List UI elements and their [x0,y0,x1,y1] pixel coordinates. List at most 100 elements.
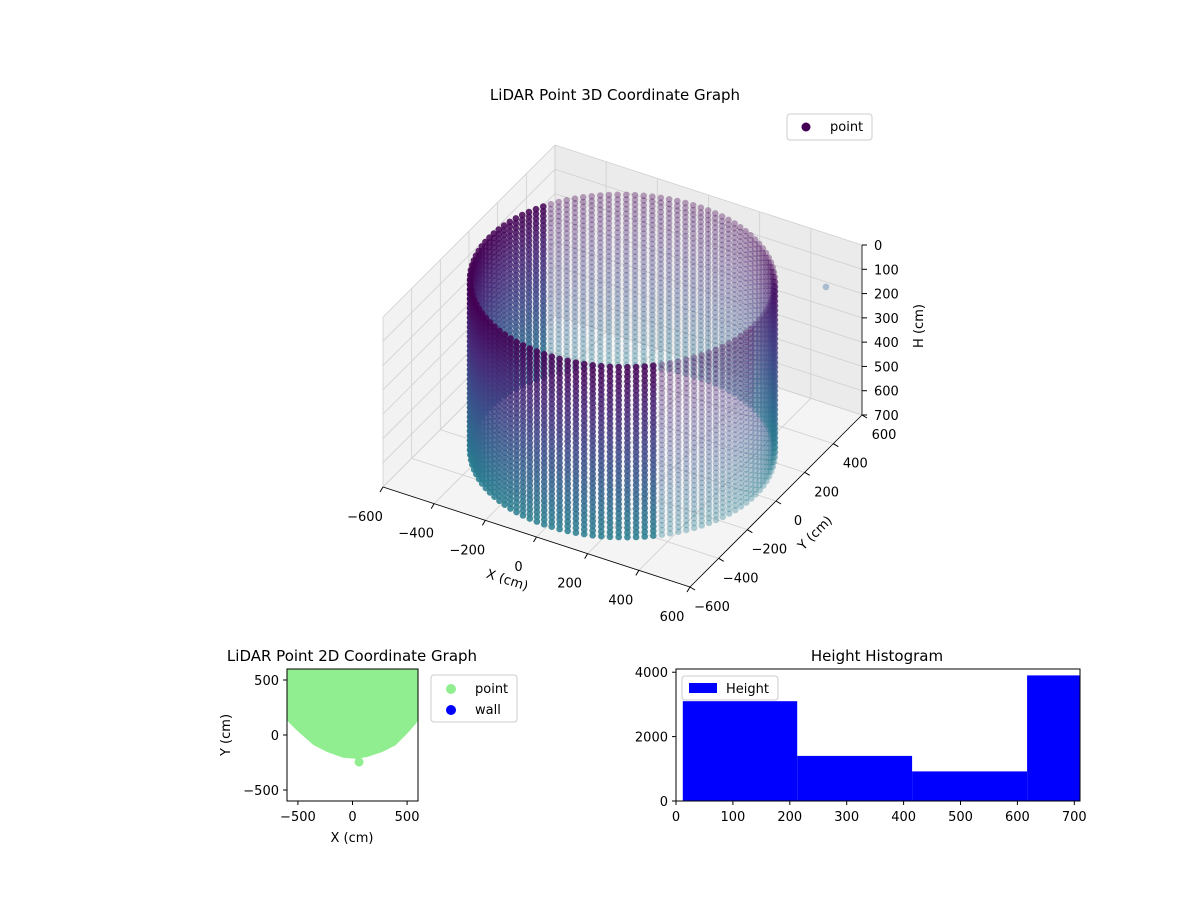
3d-point [689,357,697,365]
3d-point [555,231,562,239]
3d-point [737,342,745,350]
3d-point [665,309,673,317]
3d-point [597,315,604,322]
3d-point [579,335,587,343]
3d-point [737,437,745,444]
3d-point [762,287,770,295]
3d-point [650,447,657,455]
3d-point [580,426,588,434]
3d-point [533,461,541,469]
3d-point [496,374,503,382]
3d-point [719,428,726,436]
3d-point [588,301,595,309]
3d-point [580,497,588,505]
3d-point [564,522,571,530]
3d-point [771,387,779,395]
3d-point [540,241,547,248]
3d-point [769,278,776,285]
3d-point [765,311,772,318]
3d-point [512,224,520,232]
3d-point [697,327,705,334]
3d-point [572,364,580,371]
3d-point [675,481,682,488]
3d-point [632,448,640,456]
3d-point [771,349,779,357]
3d-point [765,263,772,271]
3d-point [623,276,630,284]
3d-point [580,370,588,377]
3d-point [769,401,776,408]
3d-point [500,255,508,262]
3d-point [771,373,778,380]
3d-point [697,355,705,363]
3d-point [564,504,571,511]
3d-point [513,466,520,473]
3d-point [736,266,744,274]
3d-point [548,362,556,370]
3d-point [737,493,745,501]
3d-point [501,364,509,372]
3d-point [564,442,571,450]
3d-point [540,426,548,434]
3d-point [649,354,656,361]
3d-point [771,288,778,295]
3d-point [771,415,779,423]
3d-point [725,339,732,347]
3d-point [615,406,622,413]
3d-point [496,384,503,391]
3d-point [658,521,666,529]
3d-point [650,532,657,539]
3d-point [697,298,705,306]
3d-point [658,479,666,487]
3d-point [556,407,563,415]
3d-point-cloud [466,191,830,541]
3d-point [712,384,720,392]
3d-point [507,429,514,437]
3d-point [666,388,674,396]
3d-point [506,218,514,226]
3d-point [742,343,750,351]
3d-point [588,273,595,280]
3d-point [572,373,580,381]
3d-point [719,508,726,516]
3d-point [525,251,533,258]
3d-point [649,240,656,248]
3d-point [771,312,779,319]
3d-point [756,326,763,333]
3d-point [556,379,563,386]
3d-point [759,259,767,266]
3d-point [649,339,656,347]
3d-point [650,475,657,483]
3d-point [519,384,527,392]
hist-legend: Height [681,675,779,701]
3d-point [765,336,773,343]
3d-point [632,524,640,531]
3d-point [689,220,697,228]
3d-point [513,461,520,469]
3d-point [711,224,719,231]
3d-point [751,269,759,276]
3d-point [769,349,776,356]
3d-point [698,356,705,364]
3d-point [747,329,755,337]
3d-point [712,375,720,382]
3d-point [666,383,674,391]
3d-point [606,382,614,390]
3d-point [683,446,690,453]
3d-point [597,357,604,365]
3d-point [623,337,630,345]
3d-point [675,514,682,521]
3d-point [689,282,697,289]
3d-point [759,254,767,262]
3d-point [496,365,503,372]
3d-point [765,292,772,299]
3d-point [767,430,775,438]
3d-point [507,458,514,465]
3d-point [763,402,770,409]
3d-point [765,415,772,422]
3d-point [548,462,556,469]
3d-point [564,480,571,488]
3d-point [705,443,713,451]
3d-point [606,495,614,503]
3d-point [731,324,738,331]
